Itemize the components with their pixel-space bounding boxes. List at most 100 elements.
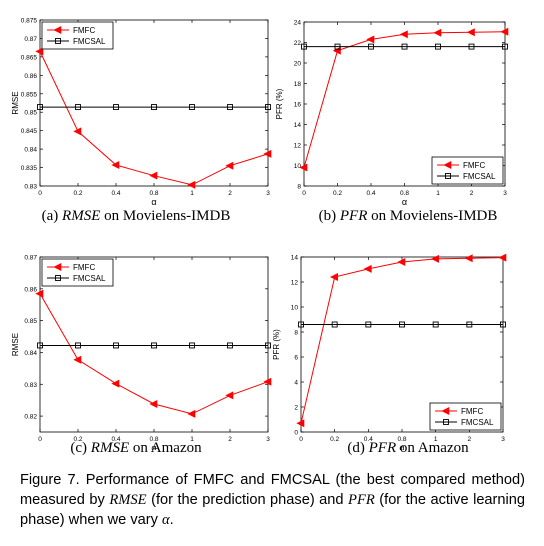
data-point-fmfc <box>296 419 305 428</box>
subcaption-a: (a) RMSE on Movielens-IMDB <box>0 208 272 225</box>
y-tick-label: 6 <box>294 355 298 362</box>
y-tick-label: 0.82 <box>24 414 37 421</box>
data-point-fmfc <box>111 379 120 388</box>
caption-part4: . <box>169 512 174 528</box>
legend-marker-fmfc <box>53 263 62 271</box>
caption-alpha-symbol: α <box>161 512 170 528</box>
data-point-fmfc <box>263 149 272 158</box>
x-tick-label: 0.4 <box>111 436 120 443</box>
data-point-fmcsal <box>298 321 304 328</box>
data-point-fmfc <box>111 160 120 169</box>
x-tick-label: 0.4 <box>111 190 120 197</box>
y-tick-label: 0 <box>294 430 298 437</box>
legend-box <box>41 21 114 50</box>
legend-marker-fmcsal <box>55 38 61 44</box>
data-point-fmcsal <box>334 43 341 50</box>
data-point-fmfc <box>363 264 372 273</box>
legend-label-fmfc: FMFC <box>73 263 95 272</box>
series-line-fmfc <box>300 257 504 424</box>
x-tick-label: 0.2 <box>330 436 339 443</box>
data-point-fmcsal <box>75 104 81 111</box>
y-tick-label: 14 <box>294 122 302 129</box>
y-tick-label: 10 <box>294 163 302 170</box>
caption-part3: (for the active learning phase) when we … <box>20 492 525 528</box>
caption-part1: Figure 7. Performance of FMFC and FMCSAL… <box>20 472 525 508</box>
y-tick-label: 10 <box>291 305 299 312</box>
x-tick-label: 0.2 <box>73 190 82 197</box>
data-point-fmfc <box>366 35 375 44</box>
chart-rmse-amazon: 0.82 0.83 0.84 0.85 0.86 0.87 0 0.2 0.4 0.8 1 2 3 α RM… <box>11 255 272 450</box>
y-tick-label: 24 <box>294 20 302 27</box>
x-tick-label: 0 <box>38 436 42 443</box>
data-point-fmcsal <box>301 43 307 50</box>
data-point-fmfc <box>73 127 82 136</box>
x-tick-label: 2 <box>470 190 474 197</box>
legend-label-fmcsal: FMCSAL <box>463 172 496 181</box>
data-point-fmfc <box>35 289 44 298</box>
data-point-fmcsal <box>75 342 81 349</box>
y-tick-label: 20 <box>294 61 302 68</box>
legend-label-fmfc: FMFC <box>461 407 483 416</box>
data-point-fmfc <box>299 163 308 172</box>
data-point-fmfc <box>35 47 44 56</box>
data-point-fmfc <box>225 161 234 170</box>
data-point-fmcsal <box>37 104 43 111</box>
data-point-fmfc <box>498 253 507 262</box>
subcaption-metric: RMSE <box>62 208 101 224</box>
legend-label-fmcsal: FMCSAL <box>461 418 494 427</box>
y-axis-label: PFR (%) <box>275 88 284 119</box>
x-tick-label: 2 <box>228 436 232 443</box>
x-tick-label: 1 <box>190 190 194 197</box>
data-point-fmcsal <box>227 342 233 349</box>
legend-label-fmcsal: FMCSAL <box>73 37 106 46</box>
caption-metric-rmse: RMSE <box>109 492 147 508</box>
series-line-fmfc <box>39 293 269 415</box>
data-point-fmfc <box>433 28 442 37</box>
subcaption-d: (d) PFR on Amazon <box>272 440 544 457</box>
legend-label-fmcsal: FMCSAL <box>73 274 106 283</box>
caption-part2: (for the prediction phase) and <box>146 492 349 508</box>
x-tick-label: 2 <box>468 436 472 443</box>
x-axis-label: α <box>399 443 404 450</box>
data-point-fmcsal <box>265 342 271 349</box>
data-point-fmfc <box>225 391 234 400</box>
x-tick-label: 0.2 <box>73 436 82 443</box>
figure-caption: Figure 7. Performance of FMFC and FMCSAL… <box>20 470 525 530</box>
legend-marker-fmcsal <box>55 275 61 281</box>
data-point-fmcsal <box>399 321 405 328</box>
y-tick-label: 0.865 <box>21 54 38 61</box>
subcaption-text: on Amazon <box>399 440 469 456</box>
subcaption-metric: RMSE <box>90 440 130 456</box>
x-tick-label: 1 <box>434 436 438 443</box>
subcaption-metric: PFR <box>339 208 368 224</box>
data-point-fmcsal <box>365 321 372 328</box>
y-tick-label: 8 <box>294 330 298 337</box>
x-axis-label: α <box>402 197 407 205</box>
y-tick-label: 18 <box>294 81 302 88</box>
legend-box <box>429 402 502 431</box>
x-axis-label: α <box>151 443 156 450</box>
subcaption-text: on Movielens-IMDB <box>104 208 231 224</box>
legend-marker-fmfc <box>441 407 450 415</box>
data-point-fmcsal <box>151 104 157 111</box>
data-point-fmcsal <box>113 342 119 349</box>
data-point-fmcsal <box>331 321 338 328</box>
y-tick-label: 0.85 <box>24 110 37 117</box>
subcaption-metric: PFR <box>368 440 397 456</box>
data-point-fmcsal <box>466 321 473 328</box>
y-tick-label: 0.875 <box>21 18 38 25</box>
x-axis-label: α <box>151 197 156 205</box>
x-tick-label: 3 <box>266 190 270 197</box>
y-tick-label: 0.85 <box>24 318 37 325</box>
y-axis-label: RMSE <box>11 91 20 114</box>
legend-marker-fmfc <box>53 26 62 34</box>
data-point-fmfc <box>187 180 196 189</box>
y-tick-label: 0.83 <box>24 184 37 191</box>
x-tick-label: 3 <box>266 436 270 443</box>
data-point-fmfc <box>399 30 408 39</box>
data-point-fmcsal <box>368 43 374 50</box>
series-line-fmfc <box>39 51 269 186</box>
x-tick-label: 0 <box>302 190 306 197</box>
y-tick-label: 0.845 <box>21 128 38 135</box>
y-tick-label: 0.83 <box>24 382 37 389</box>
